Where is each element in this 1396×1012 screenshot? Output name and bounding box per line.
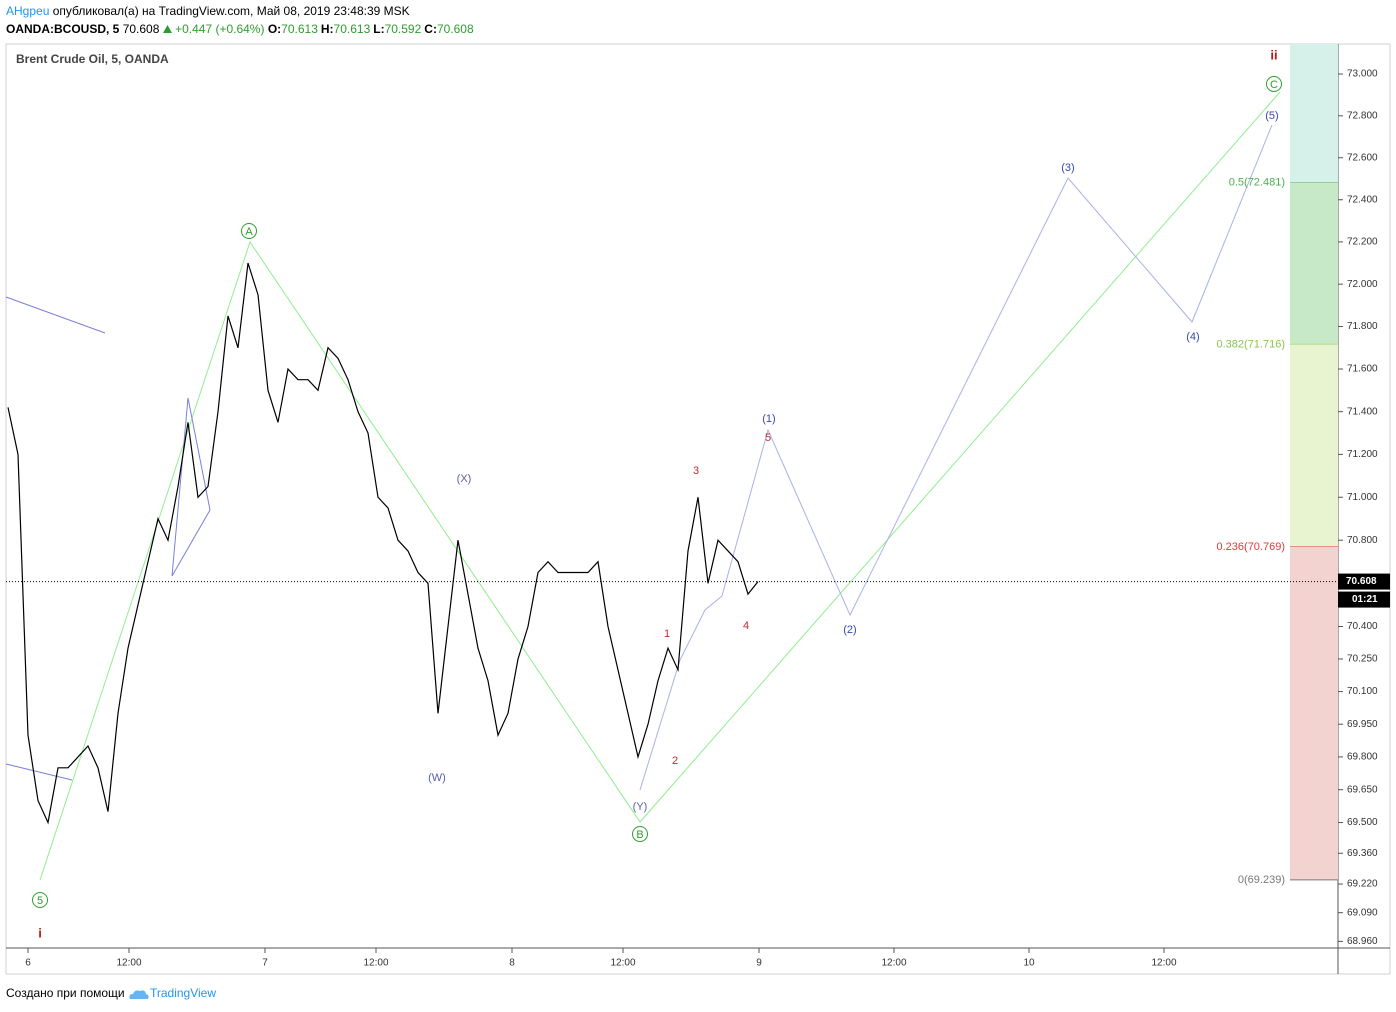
wave-circle xyxy=(32,892,48,908)
wave-label: B xyxy=(636,829,643,841)
impulse-line xyxy=(639,124,1273,791)
wave-label: (5) xyxy=(1265,110,1278,122)
wave-label: 2 xyxy=(672,755,678,767)
fib-band xyxy=(1290,344,1338,547)
wave-circle xyxy=(241,223,257,239)
y-tick-label: 70.250 xyxy=(1347,654,1378,665)
x-tick-label: 12:00 xyxy=(610,958,635,969)
wave-label: (2) xyxy=(843,624,856,636)
ohlc-key: H: xyxy=(320,22,334,36)
wave-label: 1 xyxy=(664,628,670,640)
trend-line xyxy=(5,296,106,334)
ohlc-value: 70.613 xyxy=(333,22,371,36)
last: 70.608 xyxy=(122,22,160,36)
last-price-box xyxy=(1338,573,1390,590)
wave-label: (3) xyxy=(1061,162,1074,174)
wave-label: 5 xyxy=(37,895,43,907)
fib-label: 0.5(72.481) xyxy=(1229,177,1285,189)
y-tick-label: 72.800 xyxy=(1347,110,1378,121)
header-line2: OANDA:BCOUSD, 5 70.608 +0.447 (+0.64%) O… xyxy=(6,22,477,36)
logo xyxy=(129,990,149,999)
x-tick-label: 12:00 xyxy=(881,958,906,969)
x-tick-label: 12:00 xyxy=(363,958,388,969)
x-tick-label: 7 xyxy=(262,958,268,969)
fib-band xyxy=(1290,182,1338,345)
wave-label: C xyxy=(1270,79,1278,91)
wave-label: 5 xyxy=(765,432,771,444)
x-tick-label: 12:00 xyxy=(116,958,141,969)
last-price-label: 70.608 xyxy=(1346,576,1377,587)
ohlc-key: C: xyxy=(424,22,437,36)
fib-label: 0(69.239) xyxy=(1238,874,1285,886)
wave-label: (X) xyxy=(457,473,472,485)
y-tick-label: 69.090 xyxy=(1347,907,1378,918)
fib-band xyxy=(1290,44,1338,183)
x-tick-label: 6 xyxy=(25,958,31,969)
chart: Brent Crude Oil, 5, OANDA 0.5(72.481) 0.3… xyxy=(5,43,1391,975)
y-tick-label: 69.360 xyxy=(1347,848,1378,859)
x-tick-label: 8 xyxy=(509,958,515,969)
y-tick-label: 69.800 xyxy=(1347,752,1378,763)
drawings xyxy=(5,91,1281,881)
fib-band xyxy=(1290,546,1338,880)
wave-label: ii xyxy=(1270,47,1277,62)
symbol: OANDA:BCOUSD, 5 xyxy=(6,22,120,36)
triangle xyxy=(171,397,211,577)
y-tick-label: 68.960 xyxy=(1347,936,1378,947)
ohlc-value: 70.592 xyxy=(384,22,422,36)
wave-label: 3 xyxy=(693,465,699,477)
y-tick-label: 71.200 xyxy=(1347,449,1378,460)
y-tick-label: 71.000 xyxy=(1347,492,1378,503)
wave-circle xyxy=(632,826,648,842)
price-line xyxy=(7,262,759,825)
header-line1: AHgpeu опубликовал(а) на TradingView.com… xyxy=(6,4,410,18)
ohlc-key: L: xyxy=(373,22,385,36)
up-icon xyxy=(162,25,172,33)
author[interactable]: AHgpeu xyxy=(6,4,50,18)
y-tick-label: 69.500 xyxy=(1347,817,1378,828)
x-tick-label: 10 xyxy=(1023,958,1035,969)
x-tick-label: 12:00 xyxy=(1151,958,1176,969)
wave-label: i xyxy=(38,925,42,940)
ohlc-value: 70.613 xyxy=(281,22,318,36)
ohlc-value: 70.608 xyxy=(436,22,474,36)
y-tick-label: 69.650 xyxy=(1347,784,1378,795)
footer: Создано при помощи TradingView xyxy=(6,986,217,1000)
trend-line xyxy=(5,763,73,781)
y-tick-label: 72.000 xyxy=(1347,279,1378,290)
y-tick-label: 70.800 xyxy=(1347,535,1378,546)
y-tick-label: 71.400 xyxy=(1347,406,1378,417)
change: +0.447 (+0.64%) xyxy=(175,22,265,36)
y-tick-label: 70.100 xyxy=(1347,686,1378,697)
y-tick-label: 72.400 xyxy=(1347,194,1378,205)
y-tick-label: 72.200 xyxy=(1347,237,1378,248)
y-tick-label: 69.220 xyxy=(1347,879,1378,890)
y-tick-label: 72.600 xyxy=(1347,152,1378,163)
wave-label: (4) xyxy=(1186,331,1199,343)
countdown-box xyxy=(1338,591,1390,608)
y-tick-label: 71.800 xyxy=(1347,321,1378,332)
ohlc-key: O: xyxy=(267,22,282,36)
y-tick-label: 71.600 xyxy=(1347,364,1378,375)
x-tick-label: 9 xyxy=(756,958,762,969)
wave-label: 4 xyxy=(743,620,749,632)
brand[interactable]: TradingView xyxy=(149,986,217,1000)
wave-label: (W) xyxy=(428,772,446,784)
abc-line xyxy=(39,91,1281,881)
published: опубликовал(а) на TradingView.com, Май 0… xyxy=(52,4,410,18)
frame xyxy=(5,43,1391,975)
wave-label: (Y) xyxy=(633,801,648,813)
ohlc: O:70.613 H:70.613 L:70.592 C:70.608 xyxy=(268,22,477,36)
wave-circle xyxy=(1266,76,1282,92)
y-tick-label: 73.000 xyxy=(1347,69,1378,80)
y-tick-label: 70.400 xyxy=(1347,621,1378,632)
y-tick-label: 69.950 xyxy=(1347,719,1378,730)
fib-label: 0.236(70.769) xyxy=(1217,541,1286,553)
countdown: 01:21 xyxy=(1352,594,1378,605)
fib-label: 0.382(71.716) xyxy=(1217,338,1286,350)
wave-label: (1) xyxy=(762,413,775,425)
chart-title: Brent Crude Oil, 5, OANDA xyxy=(16,52,169,66)
wave-label: A xyxy=(245,226,253,238)
